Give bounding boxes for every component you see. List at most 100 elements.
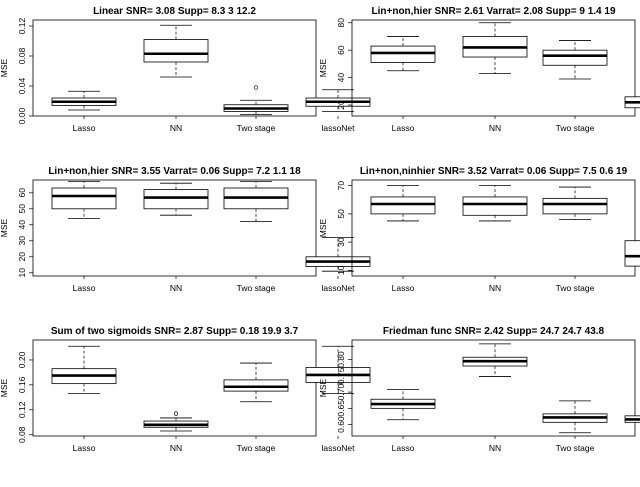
box-lassonet [305,345,371,395]
x-tick-label: Lasso [392,283,415,293]
box-lasso [51,181,117,219]
box-lassonet [624,415,640,423]
x-tick-label: lassoNet [321,443,355,453]
x-tick-label: Two stage [237,123,276,133]
box-nn [462,22,528,74]
box-iqr [370,45,436,63]
box-nn [143,182,209,216]
box-two-stage [223,362,289,403]
box-iqr [370,196,436,215]
x-tick-label: NN [489,283,501,293]
y-tick-label: 60 [17,188,27,198]
box-two-stage [542,400,608,434]
panel-title: Lin+non,hier SNR= 3.55 Varrat= 0.06 Supp… [48,166,301,177]
y-tick-label: 20 [17,252,27,262]
box-lassonet [305,89,371,112]
x-tick-label: Lasso [73,443,96,453]
x-tick-label: Lasso [392,123,415,133]
box-iqr [624,240,640,267]
box-lasso [370,36,436,72]
x-tick-label: lassoNet [321,283,355,293]
plot-frame [32,19,317,117]
y-axis-label: MSE [318,218,328,237]
box-nn [143,411,209,432]
x-tick-label: Lasso [73,123,96,133]
outlier-point [253,85,259,90]
y-tick-label: 0.08 [17,426,27,443]
x-tick-label: Two stage [556,443,595,453]
y-tick-label: 0.16 [17,376,27,393]
box-iqr [143,39,209,63]
y-tick-label: 10 [17,268,27,278]
y-tick-label: 0.04 [17,77,27,94]
chart-panel-1: Linear SNR= 3.08 Supp= 8.3 3 12.2 MSE 0.00… [0,6,371,133]
y-tick-label: 0.70 [336,384,346,401]
y-tick-label: 80 [336,18,346,28]
panel-title: Friedman func SNR= 2.42 Supp= 24.7 24.7 … [383,326,605,337]
y-tick-label: 50 [336,209,346,219]
y-axis-label: MSE [0,58,9,77]
chart-panel-3: Lin+non,hier SNR= 3.55 Varrat= 0.06 Supp… [0,166,371,293]
box-iqr [51,187,117,210]
chart-panel-4: Lin+non,ninhier SNR= 3.52 Varrat= 0.06 S… [318,166,640,293]
panel-title: Linear SNR= 3.08 Supp= 8.3 3 12.2 [93,6,256,17]
y-tick-label: 0.12 [17,401,27,418]
y-axis-label: MSE [0,378,9,397]
y-tick-label: 60 [336,45,346,55]
x-tick-label: NN [170,123,182,133]
box-lassonet [624,240,640,267]
box-iqr [542,197,608,215]
y-tick-label: 50 [17,204,27,214]
plot-frame [351,179,636,277]
box-lasso [51,345,117,395]
panel-title: Sum of two sigmoids SNR= 2.87 Supp= 0.18… [51,326,299,337]
x-tick-label: Two stage [556,123,595,133]
y-tick-label: 0.65 [336,400,346,417]
plot-frame [32,339,317,437]
box-nn [462,185,528,222]
plot-frame [351,339,636,437]
y-tick-label: 40 [17,220,27,230]
box-two-stage [223,85,289,115]
chart-panel-2: Lin+non,hier SNR= 2.61 Varrat= 2.08 Supp… [318,6,640,133]
x-tick-label: Two stage [237,443,276,453]
y-axis-label: MSE [0,218,9,237]
y-tick-label: 30 [336,237,346,247]
box-lasso [51,90,117,111]
y-tick-label: 40 [336,73,346,83]
y-tick-label: 30 [17,236,27,246]
panel-title: Lin+non,hier SNR= 2.61 Varrat= 2.08 Supp… [372,6,616,17]
plot-frame [351,19,636,117]
y-tick-label: 10 [336,265,346,275]
box-iqr [462,196,528,216]
box-two-stage [223,181,289,223]
chart-panel-5: Sum of two sigmoids SNR= 2.87 Supp= 0.18… [0,326,371,453]
box-lassonet [305,237,371,272]
y-tick-label: 70 [336,181,346,191]
y-axis-label: MSE [318,58,328,77]
x-tick-label: Two stage [556,283,595,293]
box-nn [462,343,528,377]
box-two-stage [542,186,608,220]
y-tick-label: 0.60 [336,416,346,433]
x-tick-label: NN [489,443,501,453]
box-iqr [542,49,608,66]
x-tick-label: NN [170,283,182,293]
x-tick-label: lassoNet [321,123,355,133]
box-two-stage [542,40,608,80]
y-tick-label: 0.75 [336,367,346,384]
y-tick-label: 0.20 [17,351,27,368]
y-axis-label: MSE [318,378,328,397]
panel-title: Lin+non,ninhier SNR= 3.52 Varrat= 0.06 S… [360,166,628,177]
y-tick-label: 0.80 [336,351,346,368]
x-tick-label: Lasso [392,443,415,453]
y-tick-label: 0.08 [17,47,27,64]
box-lasso [370,389,436,421]
plot-frame [32,179,317,277]
chart-panel-6: Friedman func SNR= 2.42 Supp= 24.7 24.7 … [318,326,640,453]
x-tick-label: NN [170,443,182,453]
x-tick-label: Two stage [237,283,276,293]
x-tick-label: NN [489,123,501,133]
y-tick-label: 0.12 [17,17,27,34]
